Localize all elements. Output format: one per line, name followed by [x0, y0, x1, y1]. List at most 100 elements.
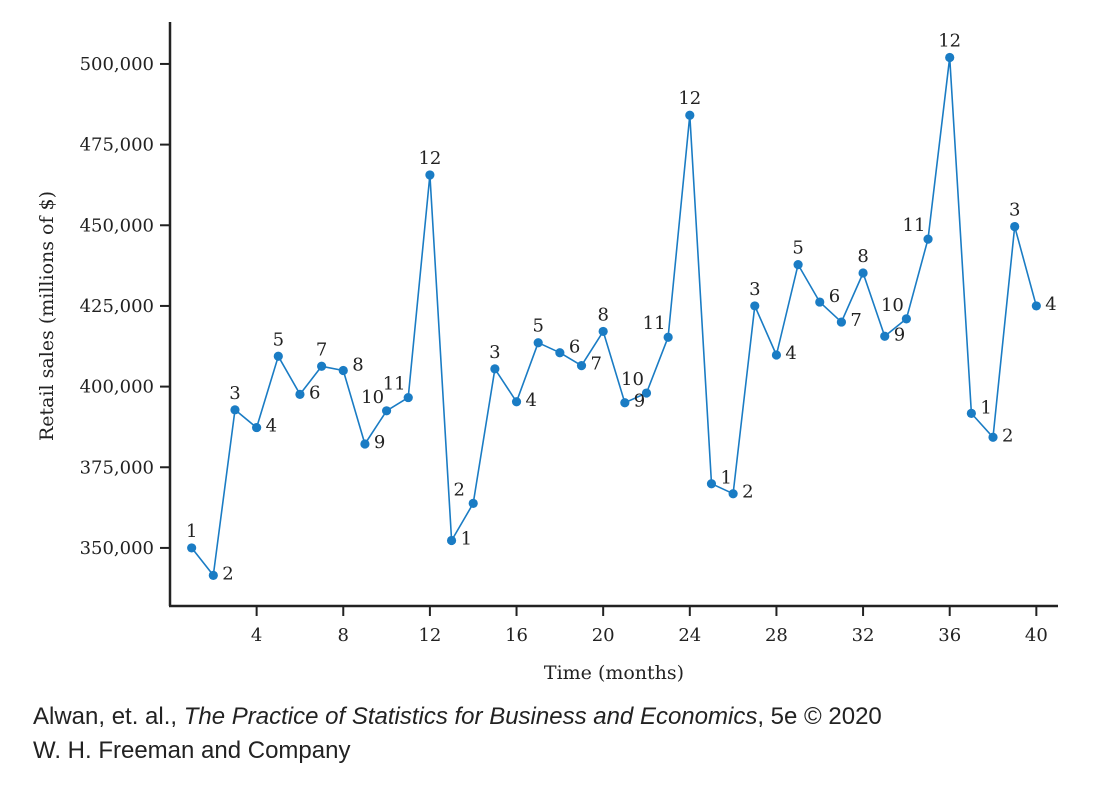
time-series-chart: 350,000 375,000 400,000 425,000 450,000 475,0…: [36, 22, 1058, 684]
point-label: 11: [903, 215, 926, 236]
point-label: 3: [1009, 200, 1020, 221]
point-label: 5: [792, 238, 803, 259]
point-label: 9: [894, 324, 905, 345]
data-point: [620, 398, 630, 408]
credit-edition: , 5e © 2020: [757, 703, 882, 730]
data-point: [252, 422, 262, 433]
data-point: [360, 439, 370, 449]
data-point: [836, 317, 847, 327]
data-point: [511, 397, 522, 407]
point-label: 8: [857, 246, 868, 267]
data-point: [187, 543, 197, 553]
point-label: 4: [526, 390, 537, 411]
data-point: [771, 350, 782, 360]
series-layer: [187, 52, 1041, 580]
point-label: 2: [1002, 425, 1013, 446]
data-point: [923, 234, 933, 244]
point-label: 6: [569, 337, 580, 358]
data-point: [425, 170, 435, 180]
point-label: 3: [229, 383, 240, 404]
point-label: 2: [222, 563, 233, 584]
data-point: [685, 110, 695, 120]
y-tick-label: 400,000: [80, 377, 154, 398]
data-point: [338, 365, 348, 376]
y-tick-label: 375,000: [80, 457, 154, 478]
point-label: 12: [938, 31, 961, 52]
credit-book-title: The Practice of Statistics for Business …: [183, 703, 758, 730]
point-label: 1: [721, 468, 732, 489]
data-point: [576, 361, 587, 371]
source-credit-line-2: W. H. Freeman and Company: [33, 737, 351, 764]
y-tick-label: 350,000: [80, 538, 154, 559]
x-tick-label: 8: [338, 625, 349, 646]
point-label: 4: [266, 416, 277, 437]
data-point: [381, 406, 392, 416]
x-tick-label: 20: [592, 625, 615, 646]
data-point: [555, 348, 565, 358]
point-label: 6: [829, 286, 840, 307]
data-point: [208, 570, 218, 580]
data-point: [533, 338, 543, 348]
x-tick-label: 4: [251, 625, 262, 646]
data-point: [1010, 221, 1020, 232]
tick-layer: 350,000 375,000 400,000 425,000 450,000 475,0…: [80, 54, 1048, 646]
data-point: [858, 268, 868, 278]
point-label: 10: [361, 387, 384, 408]
point-label: 11: [643, 313, 666, 334]
data-point: [1031, 301, 1041, 311]
point-label: 4: [785, 343, 796, 364]
point-label: 9: [374, 432, 385, 453]
data-point: [945, 52, 955, 63]
point-label: 2: [453, 479, 464, 500]
data-point: [273, 351, 283, 361]
point-label: 12: [418, 148, 441, 169]
data-point: [880, 331, 890, 341]
x-tick-label: 12: [418, 625, 441, 646]
point-label: 2: [742, 482, 753, 503]
point-label: 4: [1045, 294, 1056, 315]
point-label: 7: [591, 354, 602, 375]
data-point: [663, 332, 673, 342]
data-point: [728, 489, 738, 499]
data-point: [966, 408, 976, 418]
point-label: 8: [597, 304, 608, 325]
point-label: 8: [352, 355, 363, 376]
data-point: [793, 260, 803, 270]
data-point: [815, 297, 825, 307]
data-point: [750, 301, 760, 311]
data-point: [490, 364, 500, 374]
data-point: [230, 405, 240, 415]
y-tick-label: 500,000: [80, 54, 154, 75]
y-tick-label: 425,000: [80, 296, 154, 317]
point-label-layer: 1234567891011121234567891011121234567891…: [186, 31, 1057, 585]
data-point: [706, 479, 717, 489]
y-tick-label: 450,000: [80, 215, 154, 236]
point-label: 12: [678, 88, 701, 109]
y-axis-title: Retail sales (millions of $): [36, 191, 58, 441]
data-point: [446, 535, 457, 546]
point-label: 1: [980, 397, 991, 418]
point-label: 6: [309, 382, 320, 403]
x-tick-label: 24: [678, 625, 701, 646]
credit-authors: Alwan, et. al.,: [33, 703, 184, 730]
point-label: 10: [881, 295, 904, 316]
point-label: 3: [489, 342, 500, 363]
x-tick-label: 28: [765, 625, 788, 646]
x-tick-label: 40: [1025, 625, 1048, 646]
data-point: [317, 361, 327, 371]
x-tick-label: 16: [505, 625, 528, 646]
y-tick-label: 475,000: [80, 135, 154, 156]
point-label: 10: [621, 369, 644, 390]
data-point: [403, 392, 413, 403]
x-axis-title: Time (months): [544, 662, 684, 684]
data-point: [988, 432, 998, 442]
data-point: [468, 498, 478, 508]
point-label: 1: [186, 521, 197, 542]
point-label: 7: [850, 310, 861, 331]
data-point: [598, 326, 608, 337]
point-label: 1: [461, 529, 472, 550]
data-point: [641, 388, 652, 398]
data-point: [295, 389, 305, 399]
x-tick-label: 36: [938, 625, 961, 646]
series-line: [191, 56, 1038, 577]
